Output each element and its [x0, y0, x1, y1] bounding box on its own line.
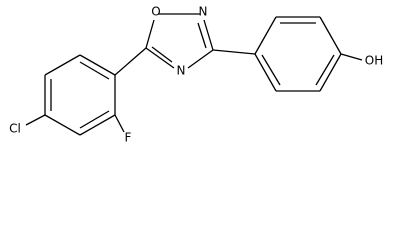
bond	[44, 54, 81, 76]
atom-label: F	[125, 131, 132, 145]
bond	[261, 54, 281, 86]
bond	[203, 19, 214, 51]
bond	[44, 114, 81, 136]
bond	[340, 53, 363, 61]
bond	[212, 49, 256, 55]
molecule-diagram: O N N OH Cl F	[9, 5, 383, 145]
bond	[79, 114, 116, 136]
bond	[145, 19, 155, 49]
atom-label: Cl	[9, 122, 21, 136]
bonds	[25, 13, 363, 136]
bond	[197, 22, 207, 49]
bond	[319, 16, 342, 55]
bond	[79, 54, 116, 76]
atom-label: O	[151, 5, 160, 19]
atom-label: N	[199, 5, 208, 19]
bond	[319, 53, 342, 92]
bond	[187, 49, 214, 69]
bond	[114, 114, 125, 133]
bond	[315, 54, 335, 86]
bond	[79, 110, 110, 129]
bond	[254, 53, 277, 92]
bond	[25, 114, 46, 126]
bond	[254, 16, 277, 55]
bond	[151, 46, 173, 63]
bond	[114, 47, 147, 76]
atom-label: OH	[365, 54, 383, 68]
atom-label: N	[177, 64, 186, 78]
bond	[145, 47, 175, 69]
bond	[79, 61, 110, 80]
